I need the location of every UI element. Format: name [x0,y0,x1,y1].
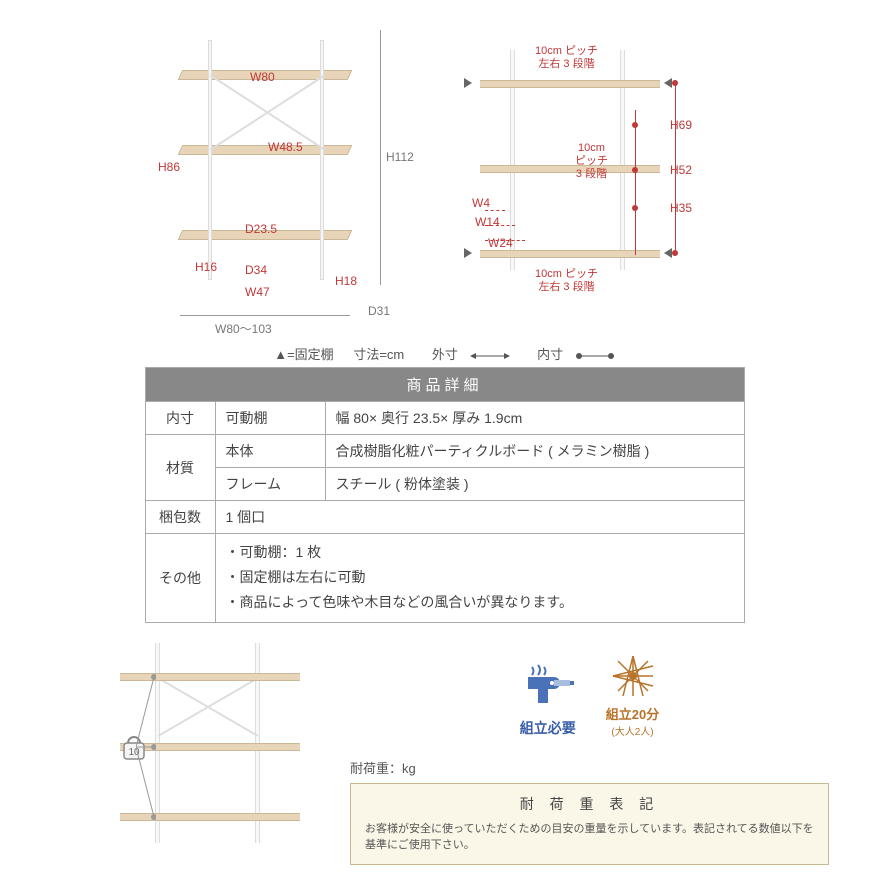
dim-h18: H18 [335,274,357,288]
dim-w14: W14 [475,215,500,229]
dim-w48-5: W48.5 [268,140,303,154]
table-row: 内寸 可動棚 幅 80× 奥行 23.5× 厚み 1.9cm [145,402,744,435]
table-row: その他 ・可動棚：1 枚 ・固定棚は左右に可動 ・商品によって色味や木目などの風… [145,534,744,623]
dim-w47: W47 [245,285,270,299]
legend-fixed: ▲=固定棚 [274,347,333,362]
burst-icon [608,651,658,701]
time-icon-block: 組立20分 (大人2人) [606,651,659,738]
assembly-icon-block: 組立必要 [520,663,576,738]
legend-inner: 内寸 [529,347,615,362]
drill-icon [520,663,576,713]
dim-w80: W80 [250,70,275,84]
dim-d23-5: D23.5 [245,222,277,236]
dim-h69: H69 [670,118,692,132]
dim-d31: D31 [368,304,390,318]
pitch-bot: 10cm ピッチ 左右 3 段階 [535,268,598,294]
pitch-top: 10cm ピッチ 左右 3 段階 [535,45,598,71]
dim-h52: H52 [670,163,692,177]
bottom-right: 組立必要 組立20分 [350,643,829,865]
pitch-mid: 10cm ピッチ 3 段階 [575,142,608,182]
dim-h35: H35 [670,201,692,215]
load-label: 耐荷重：kg [350,758,829,777]
table-row: 梱包数 1 個口 [145,501,744,534]
dim-w24: W24 [488,236,513,250]
dim-d34: D34 [245,263,267,277]
icons-row: 組立必要 組立20分 [350,651,829,738]
table-row: フレーム スチール ( 粉体塗装 ) [145,468,744,501]
dim-h112: H112 [386,150,414,164]
dim-w80-103: W80～103 [215,320,272,337]
dim-w4: W4 [472,196,490,210]
spec-header: 商品詳細 [145,368,744,402]
dim-h86: H86 [158,160,180,174]
table-row: 材質 本体 合成樹脂化粧パーティクルボード ( メラミン樹脂 ) [145,435,744,468]
spec-table: 商品詳細 内寸 可動棚 幅 80× 奥行 23.5× 厚み 1.9cm 材質 本… [145,367,745,623]
load-box: 耐 荷 重 表 記 お客様が安全に使っていただくための目安の重量を示しています。… [350,783,829,865]
time-label: 組立20分 (大人2人) [606,704,659,738]
legend-row: ▲=固定棚 寸法=cm 外寸 内寸 [0,340,889,367]
diagram-left: H112 W80～103 D31 W80 W48.5 D23.5 H86 H16… [150,40,380,330]
legend-unit: 寸法=cm [353,347,404,362]
legend-outer: 外寸 [424,347,513,362]
diagram-right: 10cm ピッチ 左右 3 段階 10cm ピッチ 3 段階 10cm ピッチ … [470,50,720,300]
bottom-diagram: 10 [60,643,320,863]
assembly-label: 組立必要 [520,718,576,738]
load-box-text: お客様が安全に使っていただくための目安の重量を示しています。表記されてる数値以下… [365,821,814,854]
bottom-row: 10 組立必要 [0,643,889,865]
load-box-title: 耐 荷 重 表 記 [365,794,814,815]
dim-h16: H16 [195,260,217,274]
top-diagrams: H112 W80～103 D31 W80 W48.5 D23.5 H86 H16… [0,0,889,340]
